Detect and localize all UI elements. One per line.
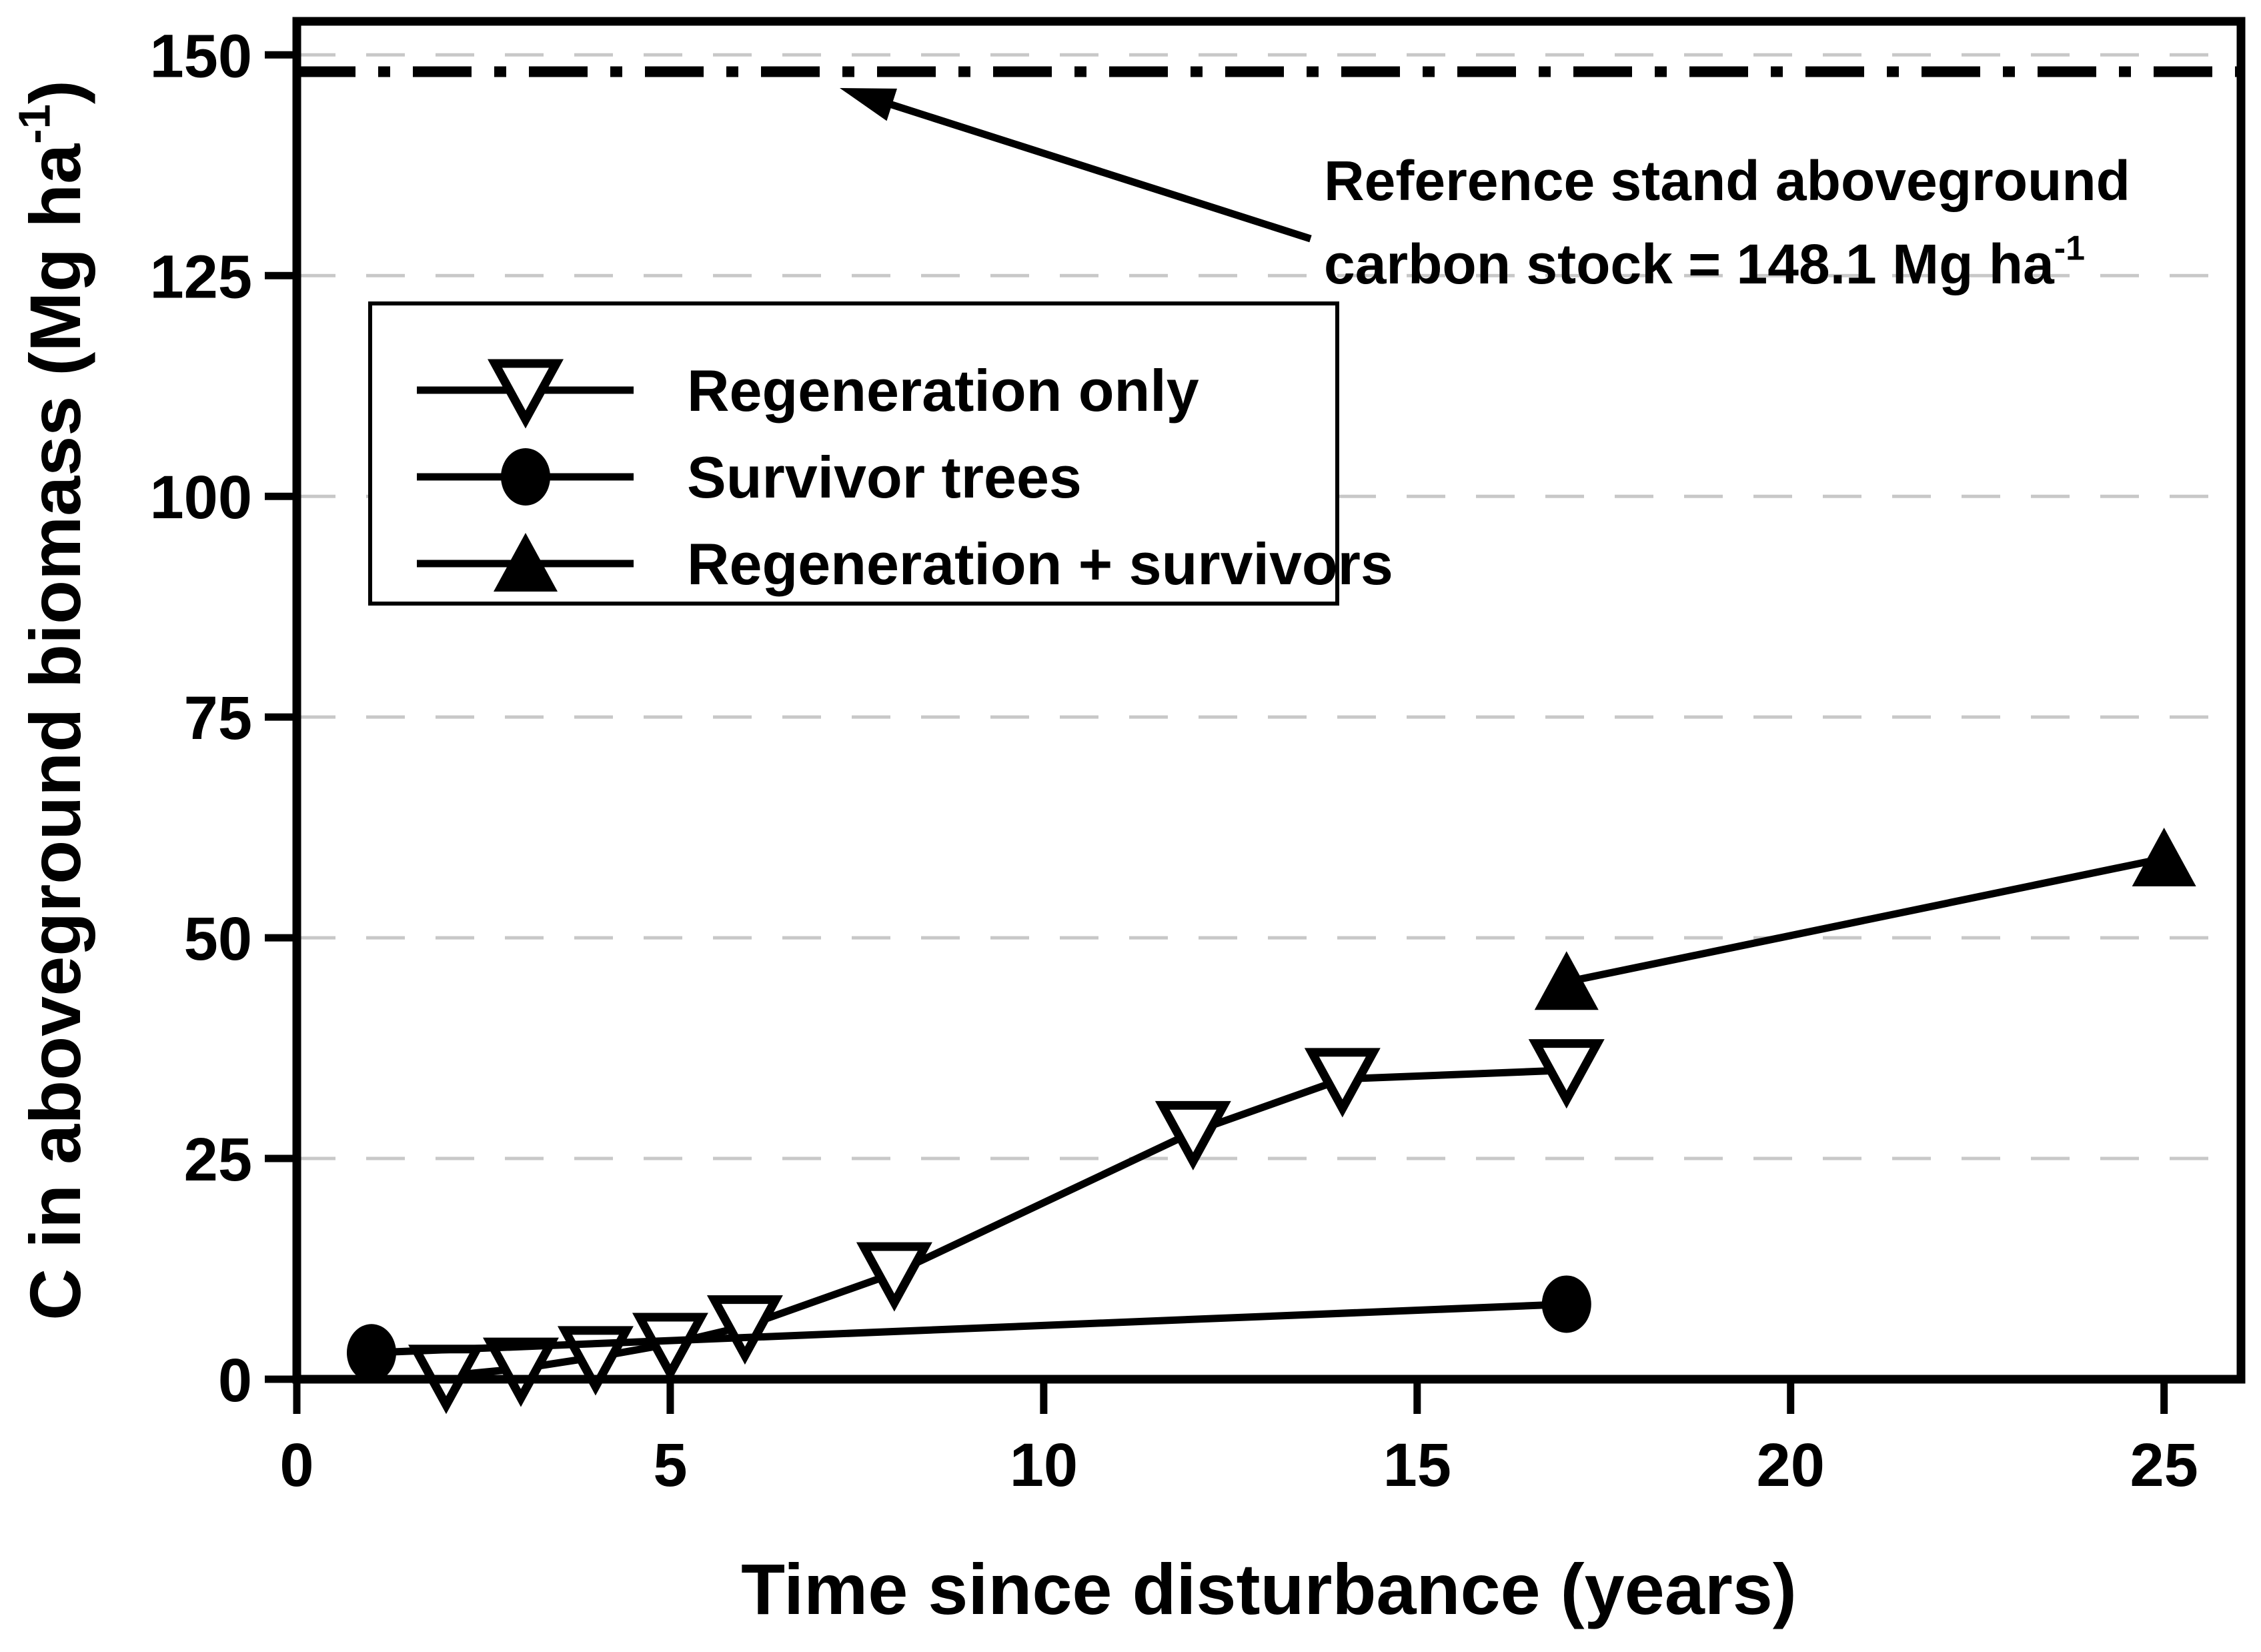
series-line-2 xyxy=(1565,854,2165,986)
plot-frame xyxy=(292,17,2246,1384)
y-tick-label: 25 xyxy=(184,1126,252,1194)
triangle-up-marker-icon xyxy=(494,533,558,592)
x-tick-label: 0 xyxy=(279,1431,313,1499)
y-axis-title: C in aboveground biomass (Mg ha-1) xyxy=(10,80,95,1321)
y-tick-label: 100 xyxy=(150,464,253,532)
y-tick-label: 150 xyxy=(150,22,253,90)
y-tick-label: 0 xyxy=(218,1347,252,1415)
triangle-down-marker-icon xyxy=(706,1295,783,1365)
legend-label: Regeneration only xyxy=(687,357,1199,424)
reference-annotation-line1: Reference stand aboveground xyxy=(1324,149,2130,212)
triangle-down-marker-icon xyxy=(488,359,564,429)
triangle-up-marker-icon xyxy=(2132,827,2196,886)
triangle-down-marker-icon xyxy=(1155,1100,1231,1170)
x-tick-label: 25 xyxy=(2130,1431,2198,1499)
x-tick-label: 15 xyxy=(1383,1431,1451,1499)
y-tick-label: 75 xyxy=(184,684,252,752)
triangle-down-marker-icon xyxy=(856,1242,932,1312)
triangle-down-marker-icon xyxy=(1304,1048,1381,1118)
circle-marker-icon xyxy=(501,448,550,506)
triangle-down-marker-icon xyxy=(482,1337,559,1407)
triangle-up-marker-icon xyxy=(1534,951,1599,1010)
legend-label: Regeneration + survivors xyxy=(687,531,1393,597)
circle-marker-icon xyxy=(1541,1275,1591,1333)
annotation-arrowhead-icon xyxy=(840,88,897,121)
x-tick-label: 20 xyxy=(1757,1431,1825,1499)
circle-marker-icon xyxy=(346,1324,396,1382)
triangle-down-marker-icon xyxy=(1528,1039,1605,1109)
series-line-1 xyxy=(371,1300,1567,1357)
x-tick-label: 10 xyxy=(1010,1431,1078,1499)
x-tick-label: 5 xyxy=(653,1431,687,1499)
y-tick-label: 125 xyxy=(150,243,253,311)
reference-annotation-line2: carbon stock = 148.1 Mg ha-1 xyxy=(1324,229,2085,295)
y-tick-label: 50 xyxy=(184,905,252,973)
triangle-down-marker-icon xyxy=(632,1313,708,1383)
x-axis-title: Time since disturbance (years) xyxy=(741,1549,1797,1629)
annotation-arrow-line xyxy=(857,90,1312,243)
legend-label: Survivor trees xyxy=(687,444,1082,510)
